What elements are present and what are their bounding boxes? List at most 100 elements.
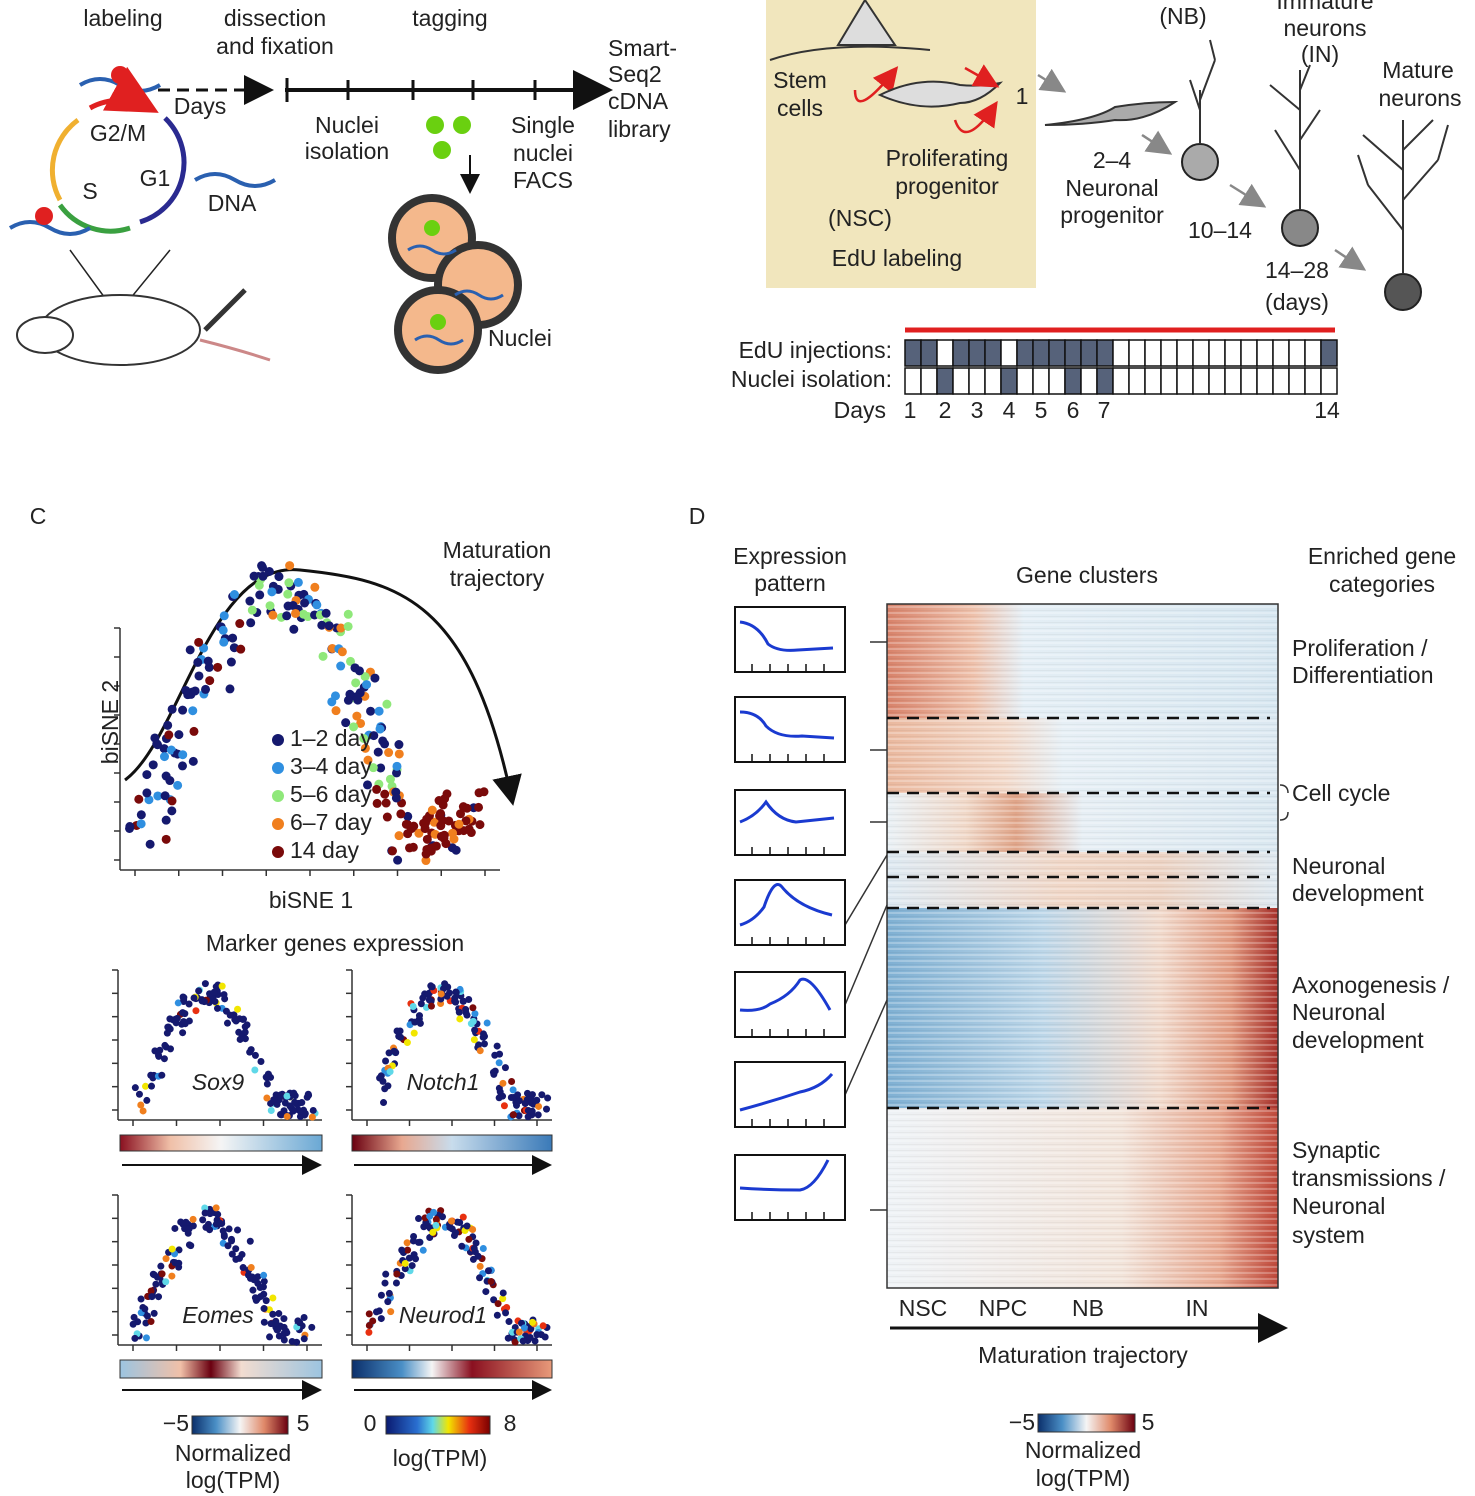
isolation-cell: [1320, 367, 1338, 395]
dot: [441, 839, 451, 849]
label: Nuclei: [315, 112, 379, 138]
dot: [417, 1000, 425, 1008]
day-label: 2: [939, 397, 952, 423]
dot: [432, 1221, 440, 1229]
dot: [439, 830, 449, 840]
dot: [392, 768, 402, 778]
dot: [375, 724, 385, 734]
dot: [391, 793, 401, 803]
dot: [179, 993, 187, 1001]
isolation-cell: [1256, 367, 1274, 395]
dot: [419, 994, 427, 1002]
dot: [403, 1039, 411, 1047]
isolation-cell: [984, 367, 1002, 395]
label: 10–14: [1188, 217, 1252, 243]
dot: [283, 589, 293, 599]
dot: [368, 763, 378, 773]
injection-cell: [1112, 339, 1130, 367]
dot: [274, 572, 284, 582]
legend-label: 1–2 day: [290, 725, 372, 751]
dot: [455, 1008, 463, 1016]
pattern-curve: [739, 1159, 830, 1192]
dot: [392, 1049, 400, 1057]
dot: [539, 1322, 547, 1330]
dot: [401, 1259, 409, 1267]
dot: [426, 1212, 434, 1220]
injection-cell: [1192, 339, 1210, 367]
dot: [167, 806, 177, 816]
label: biSNE 2: [97, 680, 123, 764]
dot: [219, 1227, 227, 1235]
dot: [520, 1324, 528, 1332]
isolation-cell: [1112, 367, 1130, 395]
dot: [312, 600, 322, 610]
label: development: [1292, 880, 1424, 906]
dot: [283, 1112, 291, 1120]
dot: [206, 1210, 214, 1218]
dot: [238, 1251, 246, 1259]
dot: [470, 1036, 478, 1044]
dot: [444, 816, 454, 826]
dot: [167, 796, 177, 806]
dot: [387, 1308, 395, 1316]
label: trajectory: [450, 565, 545, 591]
injection-cell: [1160, 339, 1178, 367]
dot: [499, 1289, 507, 1297]
dot: [465, 995, 473, 1003]
label: Maturation: [443, 537, 552, 563]
dot: [239, 1015, 247, 1023]
dot: [376, 1074, 384, 1082]
dot: [212, 1204, 220, 1212]
label: 8: [504, 1410, 517, 1436]
injection-cell: [904, 339, 922, 367]
dot: [293, 577, 303, 587]
label: Sox9: [192, 1069, 245, 1095]
dot: [404, 1246, 412, 1254]
dot: [142, 1082, 150, 1090]
dot: [264, 567, 274, 577]
pattern-box: [734, 606, 846, 673]
dot: [419, 1246, 427, 1254]
dot: [174, 999, 182, 1007]
dot: [148, 1293, 156, 1301]
dot: [487, 1278, 495, 1286]
dot: [139, 1107, 147, 1115]
day-label: 5: [1035, 397, 1048, 423]
dot: [469, 1004, 477, 1012]
dot: [201, 684, 211, 694]
dot: [159, 752, 169, 762]
dot: [160, 1055, 168, 1063]
label: system: [1292, 1222, 1365, 1248]
dot: [150, 1309, 158, 1317]
dot: [515, 1097, 523, 1105]
dot: [288, 600, 298, 610]
panel-b-art: [766, 0, 1449, 395]
dot: [174, 730, 184, 740]
dot: [262, 1073, 270, 1081]
label: G2/M: [90, 120, 146, 146]
dot: [300, 1314, 308, 1322]
dot: [224, 1242, 232, 1250]
dot: [365, 1321, 373, 1329]
dot: [499, 1092, 507, 1100]
dot: [382, 699, 392, 709]
injection-cell: [1144, 339, 1162, 367]
dot: [528, 1318, 536, 1326]
dot: [163, 720, 173, 730]
dot: [519, 1337, 527, 1345]
dot: [156, 1046, 164, 1054]
dot: [203, 656, 213, 666]
dot: [260, 1271, 268, 1279]
dot: [220, 1233, 228, 1241]
panel-a-art: [8, 66, 613, 374]
injection-cell: [1176, 339, 1194, 367]
dot: [160, 791, 170, 801]
injection-cell: [1048, 339, 1066, 367]
label: log(TPM): [186, 1467, 281, 1493]
injection-cell: [1288, 339, 1306, 367]
label: Mature: [1382, 57, 1454, 83]
dot: [194, 637, 204, 647]
label: Smart-: [608, 35, 677, 61]
dot: [199, 1216, 207, 1224]
dot: [408, 842, 418, 852]
